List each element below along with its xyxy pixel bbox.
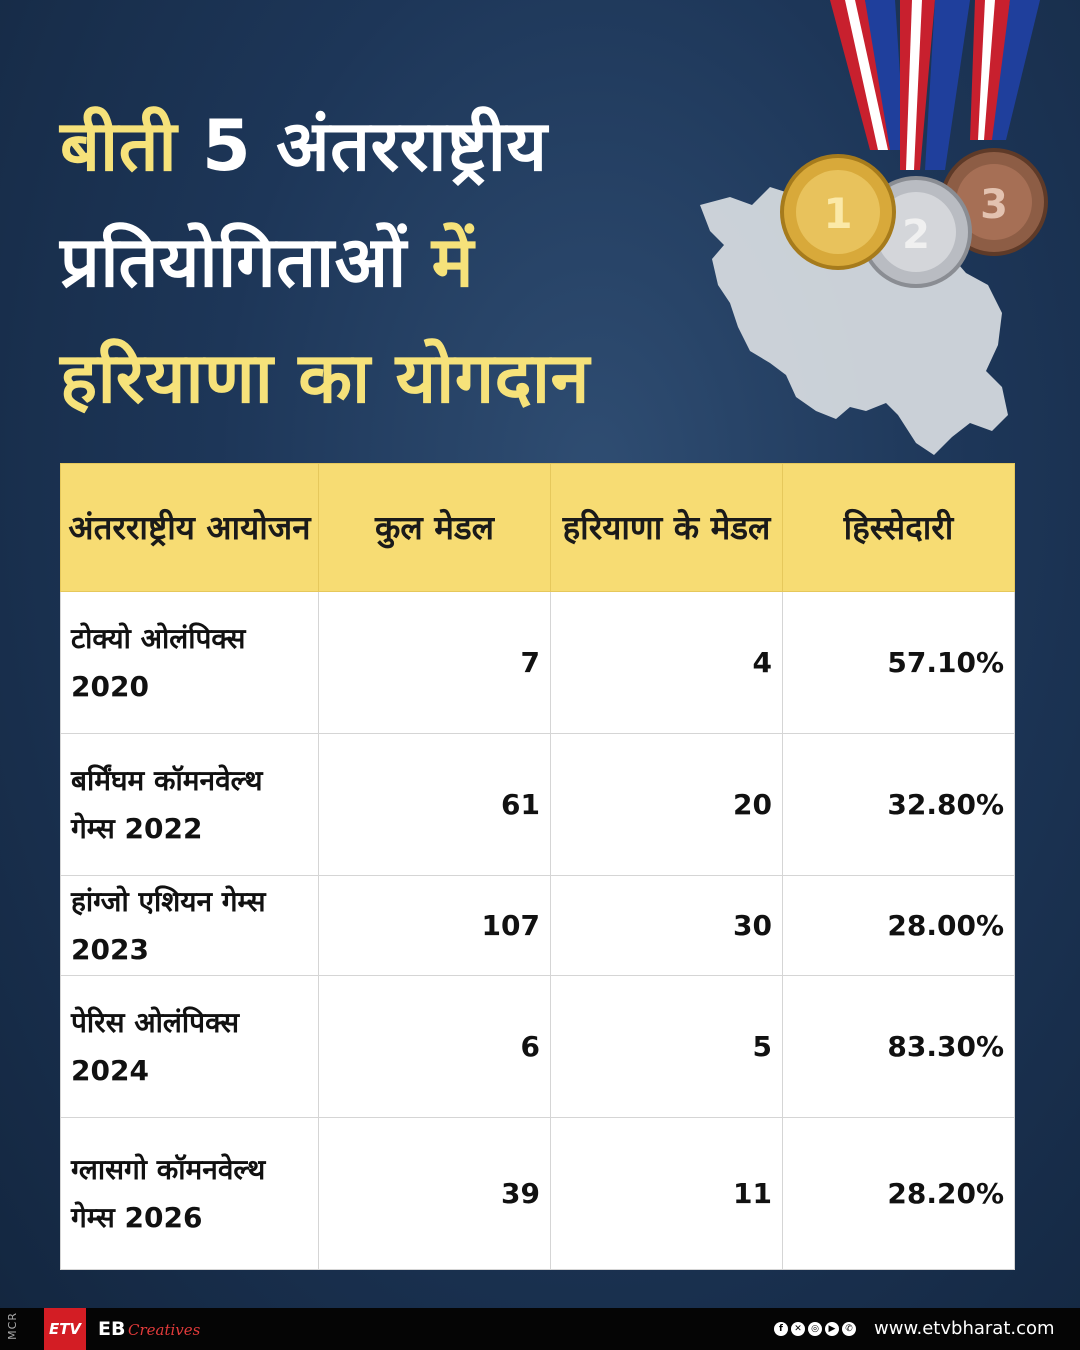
table-header-row: अंतरराष्ट्रीय आयोजन कुल मेडल हरियाणा के … (60, 463, 1015, 592)
total-cell: 61 (318, 733, 551, 876)
headline-text-2: प्रतियोगिताओं (60, 221, 407, 303)
website-link[interactable]: www.etvbharat.com (874, 1318, 1055, 1339)
instagram-icon[interactable]: ◎ (808, 1322, 822, 1336)
social-icons: f ✕ ◎ ▶ ✆ (774, 1322, 856, 1336)
haryana-cell: 5 (550, 975, 783, 1118)
share-cell: 28.00% (782, 875, 1015, 976)
headline-text-1: 5 अंतरराष्ट्रीय (202, 105, 548, 187)
x-icon[interactable]: ✕ (791, 1322, 805, 1336)
total-cell: 6 (318, 975, 551, 1118)
haryana-cell: 11 (550, 1117, 783, 1270)
event-cell: बर्मिंघम कॉमनवेल्थ गेम्स 2022 (60, 733, 319, 876)
total-cell: 39 (318, 1117, 551, 1270)
gold-medal-number: 1 (823, 189, 852, 238)
etv-bharat-logo[interactable]: ETV (44, 1308, 86, 1350)
total-cell: 7 (318, 591, 551, 734)
header-total-medals: कुल मेडल (318, 463, 551, 592)
bronze-medal-number: 3 (980, 182, 1008, 228)
medals-icon: 3 2 1 (780, 0, 1048, 288)
medal-table: अंतरराष्ट्रीय आयोजन कुल मेडल हरियाणा के … (60, 463, 1015, 1270)
header-haryana-medals: हरियाणा के मेडल (550, 463, 783, 592)
headline-highlight-2: में (431, 221, 474, 303)
event-cell: हांग्जो एशियन गेम्स 2023 (60, 875, 319, 976)
table-row: ग्लासगो कॉमनवेल्थ गेम्स 2026 39 11 28.20… (60, 1117, 1015, 1270)
share-cell: 32.80% (782, 733, 1015, 876)
table-row: टोक्यो ओलंपिक्स 2020 7 4 57.10% (60, 591, 1015, 734)
header-event: अंतरराष्ट्रीय आयोजन (60, 463, 319, 592)
eb-creatives-label: Creatives (128, 1321, 201, 1339)
headline-line-3: हरियाणा का योगदान (60, 320, 780, 436)
headline-highlight-3: हरियाणा का योगदान (60, 337, 590, 419)
event-cell: पेरिस ओलंपिक्स 2024 (60, 975, 319, 1118)
etv-logo-text: ETV (48, 1320, 82, 1338)
youtube-icon[interactable]: ▶ (825, 1322, 839, 1336)
eb-label: EB (98, 1318, 126, 1340)
table-row: बर्मिंघम कॉमनवेल्थ गेम्स 2022 61 20 32.8… (60, 733, 1015, 876)
table-row: पेरिस ओलंपिक्स 2024 6 5 83.30% (60, 975, 1015, 1118)
haryana-cell: 20 (550, 733, 783, 876)
footer-bar: MCR ETV EB Creatives f ✕ ◎ ▶ ✆ www.etvbh… (0, 1308, 1080, 1350)
whatsapp-icon[interactable]: ✆ (842, 1322, 856, 1336)
event-cell: ग्लासगो कॉमनवेल्थ गेम्स 2026 (60, 1117, 319, 1270)
table-row: हांग्जो एशियन गेम्स 2023 107 30 28.00% (60, 875, 1015, 976)
headline-highlight-1: बीती (60, 105, 178, 187)
header-share: हिस्सेदारी (782, 463, 1015, 592)
mcr-label: MCR (6, 1312, 19, 1340)
facebook-icon[interactable]: f (774, 1322, 788, 1336)
headline-line-2: प्रतियोगिताओं में (60, 204, 780, 320)
event-cell: टोक्यो ओलंपिक्स 2020 (60, 591, 319, 734)
headline-line-1: बीती 5 अंतरराष्ट्रीय (60, 88, 780, 204)
share-cell: 28.20% (782, 1117, 1015, 1270)
haryana-cell: 30 (550, 875, 783, 976)
silver-medal-number: 2 (902, 212, 930, 258)
share-cell: 83.30% (782, 975, 1015, 1118)
haryana-cell: 4 (550, 591, 783, 734)
total-cell: 107 (318, 875, 551, 976)
share-cell: 57.10% (782, 591, 1015, 734)
headline: बीती 5 अंतरराष्ट्रीय प्रतियोगिताओं में ह… (60, 88, 780, 436)
